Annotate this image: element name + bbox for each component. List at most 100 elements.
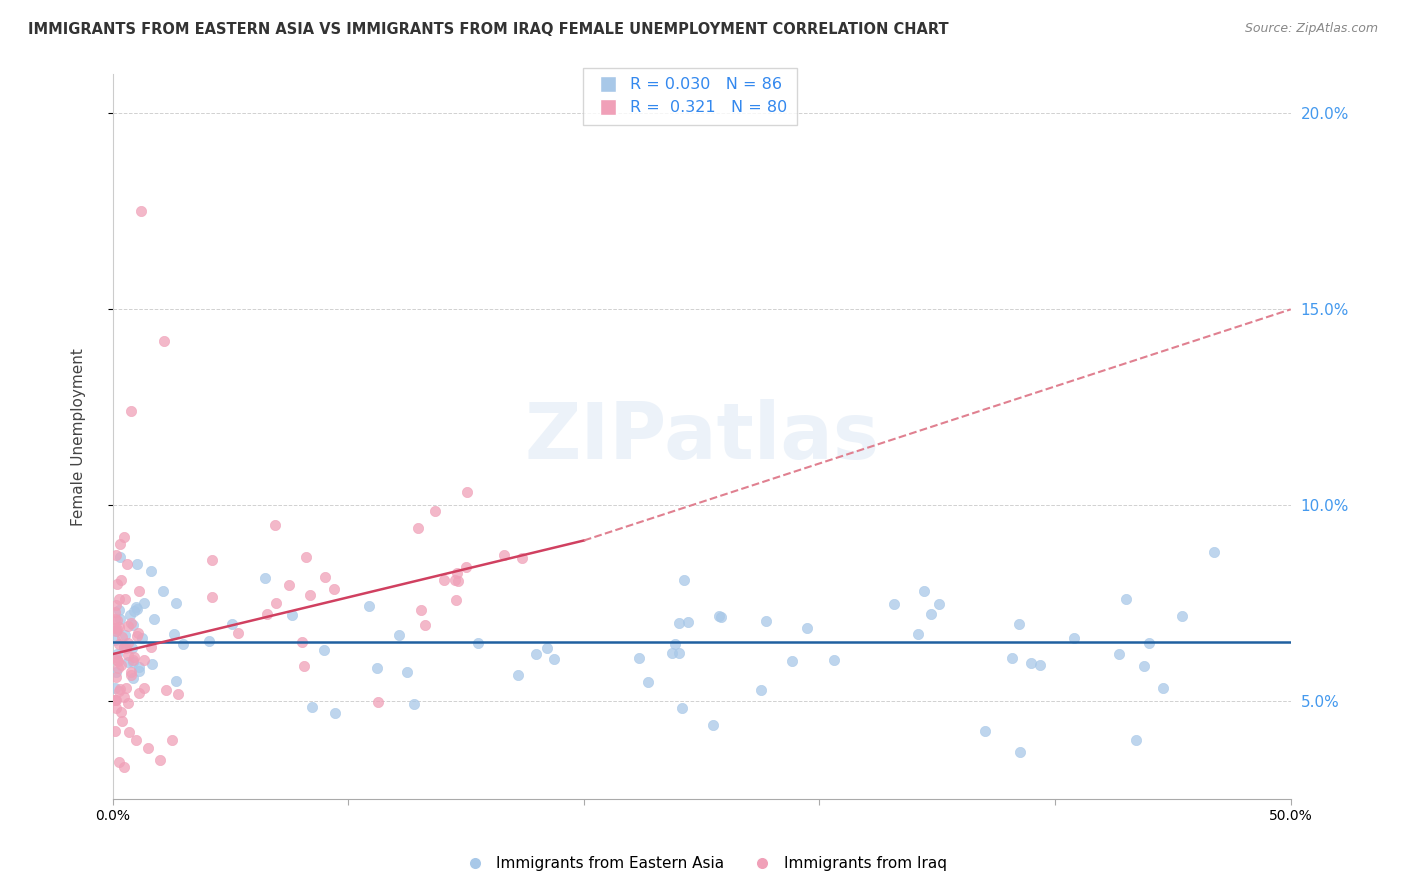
Point [447, 574, 470, 589]
Point [637, 675, 659, 690]
Point [107, 654, 129, 668]
Point [141, 564, 163, 578]
Point [1019, 656, 1042, 670]
Point [104, 681, 127, 695]
Point [110, 657, 132, 672]
Point [536, 640, 558, 655]
Point [114, 591, 136, 606]
Point [125, 602, 148, 616]
Point [295, 549, 318, 564]
Point [108, 592, 131, 607]
Point [1001, 650, 1024, 665]
Point [105, 653, 128, 667]
Point [510, 550, 533, 565]
Point [104, 624, 127, 638]
Point [1063, 631, 1085, 645]
Point [299, 588, 322, 602]
Point [108, 683, 131, 698]
Point [117, 619, 139, 633]
Point [1133, 659, 1156, 673]
Point [359, 599, 381, 613]
Point [104, 605, 127, 619]
Point [928, 597, 950, 611]
Point [107, 660, 129, 674]
Point [160, 733, 183, 747]
Point [323, 706, 346, 720]
Point [108, 550, 131, 565]
Point [668, 615, 690, 630]
Point [387, 628, 409, 642]
Point [292, 658, 315, 673]
Point [823, 652, 845, 666]
Point [780, 654, 803, 668]
Point [456, 485, 478, 500]
Point [1171, 608, 1194, 623]
Point [395, 665, 418, 679]
Point [198, 634, 221, 648]
Point [912, 583, 935, 598]
Point [149, 753, 172, 767]
Point [702, 717, 724, 731]
Point [312, 643, 335, 657]
Point [128, 584, 150, 599]
Point [291, 635, 314, 649]
Point [254, 571, 277, 585]
Point [402, 697, 425, 711]
Point [165, 674, 187, 689]
Point [134, 681, 156, 695]
Point [492, 548, 515, 562]
Point [104, 612, 127, 626]
Point [673, 574, 696, 588]
Point [117, 636, 139, 650]
Point [117, 655, 139, 669]
Point [105, 622, 128, 636]
Point [1029, 658, 1052, 673]
Point [749, 683, 772, 698]
Point [444, 573, 467, 587]
Point [117, 696, 139, 710]
Point [668, 646, 690, 660]
Point [467, 636, 489, 650]
Point [125, 599, 148, 614]
Point [201, 553, 224, 567]
Point [125, 733, 148, 747]
Point [112, 760, 135, 774]
Point [121, 655, 143, 669]
Point [256, 607, 278, 622]
Point [264, 596, 287, 610]
Point [105, 649, 128, 664]
Point [114, 628, 136, 642]
Point [1202, 545, 1225, 559]
Point [134, 653, 156, 667]
Point [172, 637, 194, 651]
Point [323, 582, 346, 596]
Point [131, 631, 153, 645]
Point [105, 624, 128, 638]
Point [121, 640, 143, 655]
Point [543, 651, 565, 665]
Point [1137, 636, 1160, 650]
Point [128, 664, 150, 678]
Point [366, 661, 388, 675]
Point [108, 637, 131, 651]
Point [524, 647, 547, 661]
Point [314, 570, 336, 584]
Point [105, 701, 128, 715]
Point [104, 633, 127, 648]
Point [128, 659, 150, 673]
Point [117, 648, 139, 662]
Point [671, 701, 693, 715]
Point [108, 612, 131, 626]
Point [1125, 733, 1147, 747]
Point [108, 537, 131, 551]
Point [221, 617, 243, 632]
Point [108, 755, 131, 769]
Point [104, 693, 127, 707]
Point [301, 700, 323, 714]
Point [128, 686, 150, 700]
Legend: R = 0.030   N = 86, R =  0.321   N = 80: R = 0.030 N = 86, R = 0.321 N = 80 [582, 68, 797, 125]
Legend: Immigrants from Eastern Asia, Immigrants from Iraq: Immigrants from Eastern Asia, Immigrants… [453, 850, 953, 877]
Point [125, 629, 148, 643]
Point [132, 596, 155, 610]
Point [755, 614, 778, 628]
